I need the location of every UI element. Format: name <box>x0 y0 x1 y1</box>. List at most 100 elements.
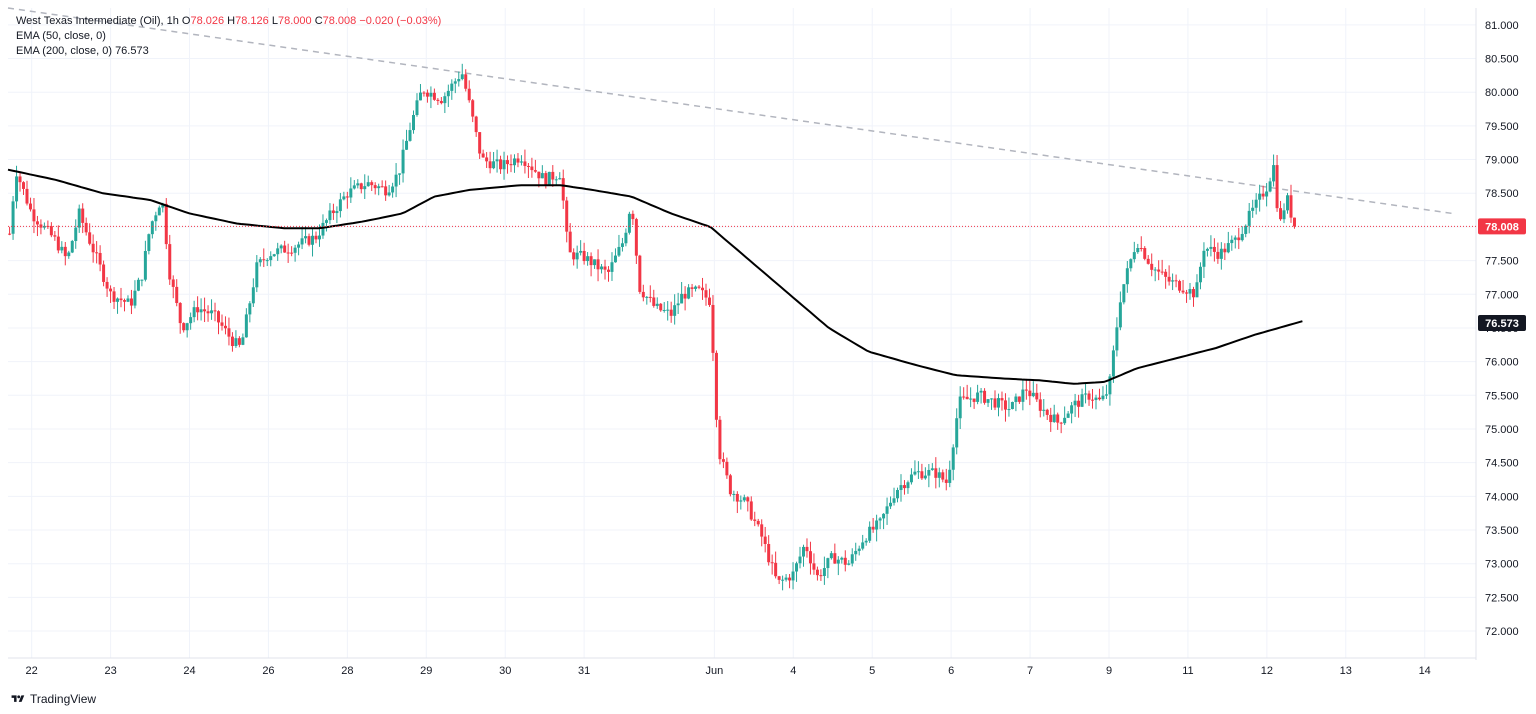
candle-down <box>544 173 548 185</box>
candle-down <box>606 269 610 272</box>
candle-up <box>293 247 297 253</box>
candle-down <box>1077 400 1081 407</box>
candle-down <box>753 519 757 521</box>
candle-up <box>864 540 868 543</box>
candle-up <box>1073 400 1077 406</box>
candle-down <box>220 322 224 326</box>
candle-up <box>161 203 165 208</box>
candle-down <box>652 297 656 306</box>
x-tick-label: 22 <box>26 665 38 677</box>
candle-down <box>506 160 510 165</box>
candle-down <box>983 390 987 403</box>
candle-up <box>189 317 193 324</box>
candle-down <box>384 186 388 196</box>
branding-text: TradingView <box>30 692 97 706</box>
candle-down <box>659 303 663 311</box>
y-tick-label: 74.000 <box>1485 491 1519 503</box>
candle-down <box>944 479 948 483</box>
candle-up <box>1101 395 1105 400</box>
candle-up <box>909 474 913 483</box>
candle-down <box>808 551 812 564</box>
candle-down <box>1045 409 1049 415</box>
candle-up <box>1282 210 1286 220</box>
candle-up <box>67 252 71 257</box>
legend-low-value: 78.000 <box>277 15 312 27</box>
y-tick-label: 80.500 <box>1485 54 1519 66</box>
candle-up <box>338 199 342 212</box>
y-tick-label: 76.000 <box>1485 357 1519 369</box>
candle-up <box>210 310 214 314</box>
y-tick-label: 73.500 <box>1485 525 1519 537</box>
candle-up <box>279 245 283 249</box>
legend-ema50-row: EMA (50, close, 0) <box>16 29 441 44</box>
candle-down <box>1185 292 1189 294</box>
candle-down <box>331 210 335 214</box>
candle-down <box>373 185 377 189</box>
candle-down <box>1150 263 1154 270</box>
candle-down <box>1167 276 1171 282</box>
candle-down <box>439 100 443 104</box>
chart-legend: West Texas Intermediate (Oil), 1h O78.02… <box>16 14 441 59</box>
candle-up <box>398 173 402 175</box>
candle-up <box>1247 210 1251 226</box>
candle-down <box>119 298 123 301</box>
candle-up <box>951 447 955 470</box>
candle-up <box>391 186 395 193</box>
candle-down <box>1059 422 1063 424</box>
candle-up <box>1129 259 1133 269</box>
candle-down <box>471 100 475 117</box>
candle-down <box>474 116 478 133</box>
legend-ohlc-row: West Texas Intermediate (Oil), 1h O78.02… <box>16 14 441 29</box>
candle-down <box>568 231 572 253</box>
candle-up <box>969 398 973 400</box>
candle-up <box>1070 405 1074 414</box>
candle-down <box>1237 237 1241 241</box>
candle-up <box>1254 199 1258 208</box>
candle-down <box>589 256 593 266</box>
candle-down <box>175 286 179 304</box>
candle-up <box>1052 414 1056 423</box>
candle-down <box>18 176 22 183</box>
candle-up <box>913 471 917 475</box>
candle-down <box>53 235 57 237</box>
candle-down <box>920 471 924 479</box>
candle-down <box>1091 399 1095 401</box>
x-tick-label: 30 <box>499 665 511 677</box>
candle-down <box>425 92 429 97</box>
candle-up <box>1171 280 1175 282</box>
candle-up <box>645 296 649 298</box>
last-price-badge <box>1478 218 1526 235</box>
candle-up <box>412 114 416 131</box>
candle-down <box>819 575 823 577</box>
candle-up <box>930 468 934 470</box>
candle-up <box>366 182 370 187</box>
candle-down <box>370 182 374 186</box>
candle-down <box>105 281 109 289</box>
candle-up <box>554 179 558 181</box>
candle-up <box>147 234 151 251</box>
candle-down <box>196 307 200 313</box>
candle-down <box>25 188 29 204</box>
tradingview-branding[interactable]: TradingView <box>10 692 96 706</box>
y-tick-label: 72.500 <box>1485 592 1519 604</box>
candle-up <box>258 259 262 263</box>
candle-down <box>8 233 12 235</box>
candle-up <box>1230 239 1234 244</box>
y-tick-label: 77.000 <box>1485 289 1519 301</box>
candle-up <box>575 252 579 260</box>
candle-down <box>223 325 227 329</box>
candle-up <box>1066 413 1070 418</box>
candle-down <box>283 245 287 253</box>
candle-up <box>415 100 419 115</box>
candle-down <box>1289 195 1293 218</box>
candle-up <box>662 309 666 311</box>
candle-up <box>1063 417 1067 424</box>
candle-down <box>1160 271 1164 273</box>
candle-up <box>352 185 356 189</box>
candle-down <box>290 252 294 254</box>
candle-up <box>579 250 583 253</box>
candle-up <box>600 266 604 270</box>
candle-up <box>133 290 137 306</box>
